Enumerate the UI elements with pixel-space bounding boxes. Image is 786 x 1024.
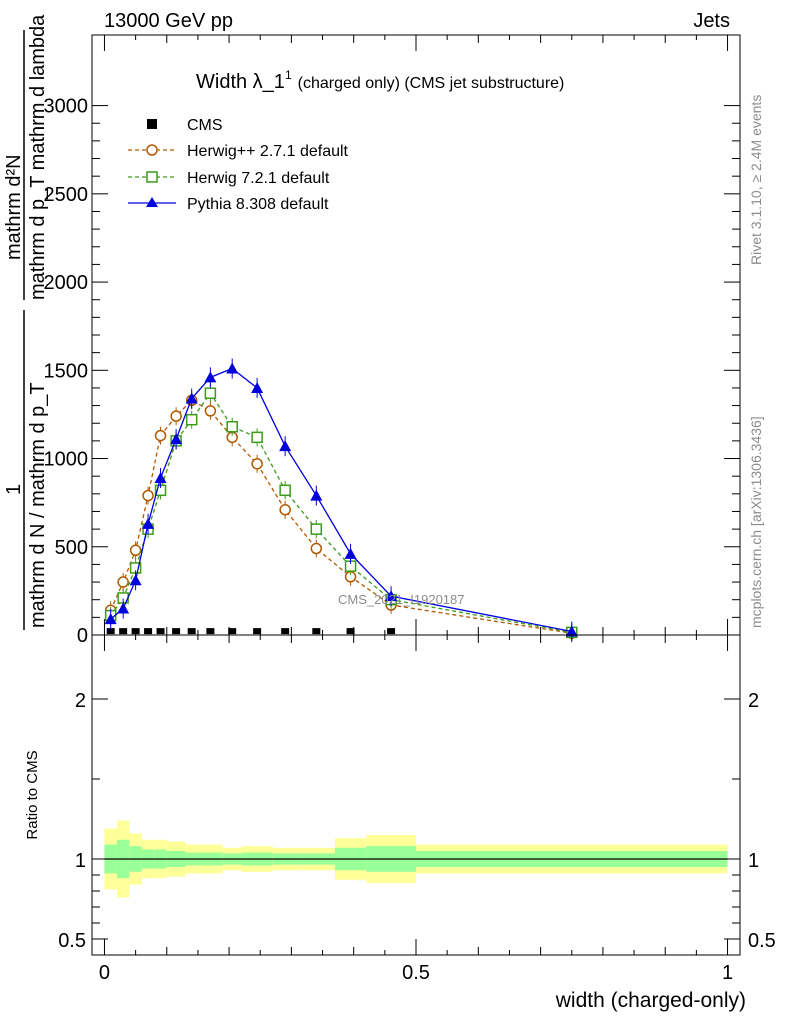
legend: CMS Herwig++ 2.7.1 default Herwig 7.2.1 … (128, 117, 349, 213)
data-point-open-square (204, 387, 217, 399)
data-point-square (387, 628, 396, 635)
data-point-triangle (104, 613, 117, 625)
data-point-open-square (251, 431, 263, 444)
data-point-triangle (117, 602, 130, 614)
data-point-triangle (344, 547, 357, 559)
data-point-square (119, 628, 128, 635)
data-point-circle (129, 544, 142, 557)
data-point-square (187, 628, 196, 635)
side-label-mcplots: mcplots.cern.ch [arXiv:1306.3436] (748, 416, 764, 628)
data-point-triangle (310, 489, 323, 501)
header-left: 13000 GeV pp (104, 10, 233, 32)
data-point-triangle (385, 590, 398, 602)
data-point-open-square (226, 421, 238, 433)
x-tick-label: 0.5 (402, 962, 430, 984)
ratio-y-label: Ratio to CMS (24, 750, 41, 839)
main-title-sub: (charged only) (CMS jet substructure) (298, 75, 565, 92)
y-tick-label-ratio-right: 2 (748, 690, 759, 712)
data-point-triangle (185, 392, 198, 404)
data-point-circle (142, 489, 154, 502)
data-point-triangle (226, 362, 239, 374)
data-point-square (172, 628, 181, 635)
y-tick-label-main: 500 (55, 537, 88, 559)
data-point-triangle (251, 381, 264, 393)
legend-label-herwig7: Herwig 7.2.1 default (187, 170, 330, 187)
data-point-triangle (154, 471, 167, 483)
y-tick-label-main: 3000 (44, 96, 89, 118)
data-point-square (144, 628, 153, 635)
y-label-den: mathrm d N / mathrm d p_T (27, 382, 49, 628)
watermark: CMS_2021_I1920187 (338, 592, 465, 607)
legend-marker-pythia (146, 197, 158, 207)
data-point-square (312, 628, 321, 635)
legend-marker-herwigpp (146, 144, 158, 156)
data-point-triangle (142, 517, 155, 529)
data-point-square (156, 628, 165, 635)
main-title-text: Width λ_1 (196, 71, 285, 93)
data-point-triangle (204, 371, 217, 383)
data-point-circle (204, 405, 217, 417)
data-point-triangle (129, 574, 142, 586)
y-tick-label-main: 2000 (44, 272, 89, 294)
data-point-triangle (565, 625, 578, 637)
data-point-circle (251, 458, 263, 470)
y-tick-label-ratio-right: 0.5 (748, 930, 776, 952)
y-tick-label-main: 2500 (44, 184, 89, 206)
data-point-square (228, 628, 237, 635)
data-point-open-square (279, 484, 291, 497)
legend-label-herwigpp: Herwig++ 2.7.1 default (187, 143, 349, 160)
data-point-triangle (170, 433, 183, 445)
data-point-square (281, 628, 290, 635)
data-point-square (131, 628, 140, 635)
x-tick-label: 1 (722, 962, 733, 984)
y-tick-label-ratio-left: 2 (75, 690, 86, 712)
y-label-num: 1 (3, 484, 25, 495)
data-point-circle (279, 503, 291, 516)
ratio-panel-frame (91, 634, 741, 956)
y-label-den2: mathrm d p_T mathrm d lambda (27, 14, 49, 300)
y-tick-label-ratio-right: 1 (748, 850, 759, 872)
data-point-square (206, 628, 215, 635)
legend-label-pythia: Pythia 8.308 default (187, 196, 329, 213)
data-point-open-square (185, 413, 198, 426)
data-point-circle (170, 410, 182, 422)
y-tick-label-ratio-left: 1 (75, 850, 86, 872)
main-y-label: 1 mathrm d N / mathrm d p_T mathrm d²N m… (3, 14, 49, 630)
main-title-sup: 1 (285, 68, 292, 82)
data-point-circle (310, 542, 323, 555)
legend-marker-cms (147, 119, 157, 129)
data-point-circle (117, 576, 129, 588)
x-tick-label: 0 (99, 962, 110, 984)
main-title: Width λ_11 (charged only) (CMS jet substr… (196, 68, 564, 93)
y-tick-label-main: 0 (77, 625, 88, 647)
data-point-circle (154, 429, 167, 442)
legend-marker-herwig7 (146, 171, 158, 183)
data-point-square (106, 628, 115, 635)
data-point-triangle (279, 440, 292, 452)
data-point-open-square (310, 523, 323, 535)
x-axis-label: width (charged-only) (555, 989, 746, 1012)
y-tick-label-main: 1500 (44, 360, 89, 382)
y-label-num2: mathrm d²N (3, 154, 25, 260)
header-right: Jets (693, 10, 730, 32)
data-point-square (253, 628, 262, 635)
side-label-rivet: Rivet 3.1.10, ≥ 2.4M events (748, 95, 764, 265)
y-tick-label-ratio-left: 0.5 (58, 930, 86, 952)
data-point-square (346, 628, 355, 635)
legend-label-cms: CMS (187, 117, 223, 134)
y-tick-label-main: 1000 (44, 449, 89, 471)
